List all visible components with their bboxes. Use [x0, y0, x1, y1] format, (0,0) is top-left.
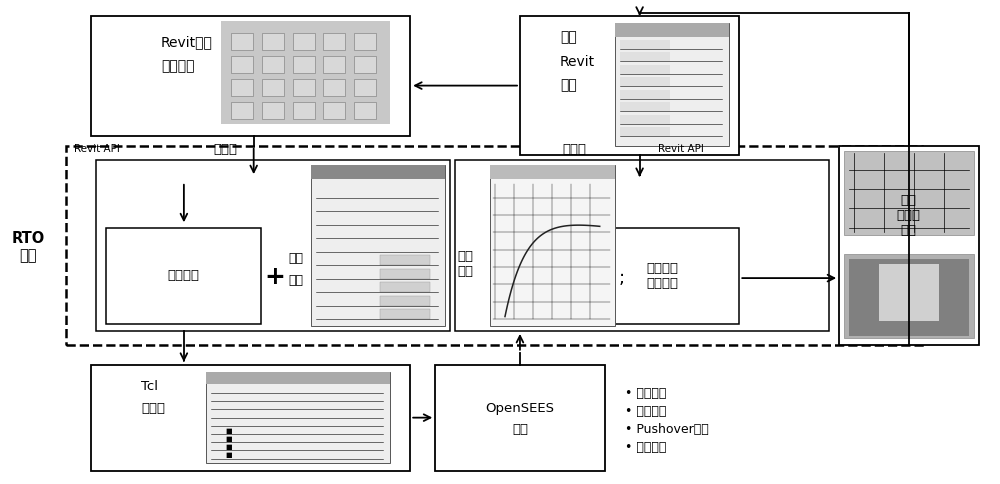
FancyBboxPatch shape	[231, 33, 253, 50]
Text: 后处理: 后处理	[563, 143, 587, 156]
Text: 损伤
可视化
展示: 损伤 可视化 展示	[897, 194, 921, 237]
FancyBboxPatch shape	[106, 227, 261, 324]
FancyBboxPatch shape	[323, 103, 345, 119]
FancyBboxPatch shape	[96, 160, 450, 331]
FancyBboxPatch shape	[91, 16, 410, 136]
FancyBboxPatch shape	[323, 79, 345, 96]
FancyBboxPatch shape	[380, 283, 430, 292]
FancyBboxPatch shape	[262, 103, 284, 119]
Text: RTO
程序: RTO 程序	[12, 230, 45, 263]
FancyBboxPatch shape	[293, 103, 315, 119]
FancyBboxPatch shape	[844, 254, 974, 338]
FancyBboxPatch shape	[380, 296, 430, 305]
FancyBboxPatch shape	[849, 259, 969, 336]
FancyBboxPatch shape	[490, 165, 615, 326]
Text: ;: ;	[619, 269, 625, 287]
FancyBboxPatch shape	[293, 33, 315, 50]
FancyBboxPatch shape	[221, 21, 390, 124]
Text: 存入: 存入	[560, 30, 577, 45]
Text: OpenSEES: OpenSEES	[485, 402, 554, 414]
FancyBboxPatch shape	[585, 227, 739, 324]
FancyBboxPatch shape	[354, 79, 376, 96]
FancyBboxPatch shape	[879, 264, 939, 321]
Text: ■: ■	[226, 436, 232, 442]
FancyBboxPatch shape	[615, 23, 729, 37]
FancyBboxPatch shape	[311, 165, 445, 326]
FancyBboxPatch shape	[323, 33, 345, 50]
FancyBboxPatch shape	[262, 33, 284, 50]
FancyBboxPatch shape	[91, 365, 410, 470]
FancyBboxPatch shape	[206, 372, 390, 463]
Text: • Pushover分析: • Pushover分析	[625, 423, 708, 436]
FancyBboxPatch shape	[323, 56, 345, 73]
FancyBboxPatch shape	[311, 165, 445, 180]
Text: ■: ■	[226, 452, 232, 458]
FancyBboxPatch shape	[293, 56, 315, 73]
Text: 设置: 设置	[289, 274, 304, 287]
FancyBboxPatch shape	[231, 79, 253, 96]
FancyBboxPatch shape	[380, 256, 430, 265]
Text: 地震损伤
二次分析: 地震损伤 二次分析	[646, 262, 678, 290]
FancyBboxPatch shape	[206, 372, 390, 384]
Text: • 模态分析: • 模态分析	[625, 405, 666, 418]
FancyBboxPatch shape	[844, 151, 974, 235]
FancyBboxPatch shape	[490, 165, 615, 180]
Text: 模型: 模型	[560, 78, 577, 92]
FancyBboxPatch shape	[231, 56, 253, 73]
Text: Revit API: Revit API	[74, 144, 120, 154]
Text: • 重力分析: • 重力分析	[625, 387, 666, 400]
Text: ■: ■	[226, 444, 232, 450]
FancyBboxPatch shape	[380, 309, 430, 319]
Text: 命令流: 命令流	[141, 402, 165, 414]
FancyBboxPatch shape	[520, 16, 739, 155]
FancyBboxPatch shape	[620, 65, 670, 74]
FancyBboxPatch shape	[354, 56, 376, 73]
Text: Revit: Revit	[560, 55, 595, 69]
FancyBboxPatch shape	[262, 56, 284, 73]
FancyBboxPatch shape	[620, 103, 670, 111]
Text: 前处理: 前处理	[214, 143, 238, 156]
Text: 程序: 程序	[512, 423, 528, 436]
FancyBboxPatch shape	[354, 33, 376, 50]
Text: 结果
输出: 结果 输出	[457, 250, 473, 278]
Text: 结构模型: 结构模型	[161, 60, 194, 74]
FancyBboxPatch shape	[839, 146, 979, 346]
FancyBboxPatch shape	[620, 127, 670, 136]
Text: Revit建筑: Revit建筑	[161, 35, 213, 49]
FancyBboxPatch shape	[380, 269, 430, 279]
FancyBboxPatch shape	[620, 40, 670, 48]
FancyBboxPatch shape	[231, 103, 253, 119]
FancyBboxPatch shape	[620, 52, 670, 61]
Text: 模型转换: 模型转换	[167, 269, 199, 282]
FancyBboxPatch shape	[620, 77, 670, 86]
FancyBboxPatch shape	[354, 103, 376, 119]
Text: +: +	[264, 265, 285, 289]
Text: Tcl: Tcl	[141, 380, 158, 393]
FancyBboxPatch shape	[262, 79, 284, 96]
FancyBboxPatch shape	[615, 23, 729, 146]
FancyBboxPatch shape	[293, 79, 315, 96]
Text: • 时程分析: • 时程分析	[625, 440, 666, 454]
Text: 分析: 分析	[289, 252, 304, 265]
FancyBboxPatch shape	[455, 160, 829, 331]
FancyBboxPatch shape	[620, 115, 670, 123]
Text: ■: ■	[226, 428, 232, 434]
Text: Revit API: Revit API	[658, 144, 703, 154]
FancyBboxPatch shape	[620, 90, 670, 99]
FancyBboxPatch shape	[435, 365, 605, 470]
